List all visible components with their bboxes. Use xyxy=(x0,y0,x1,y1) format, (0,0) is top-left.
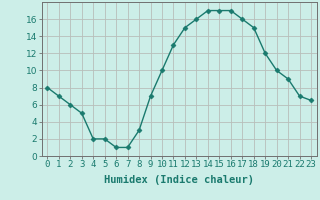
X-axis label: Humidex (Indice chaleur): Humidex (Indice chaleur) xyxy=(104,175,254,185)
